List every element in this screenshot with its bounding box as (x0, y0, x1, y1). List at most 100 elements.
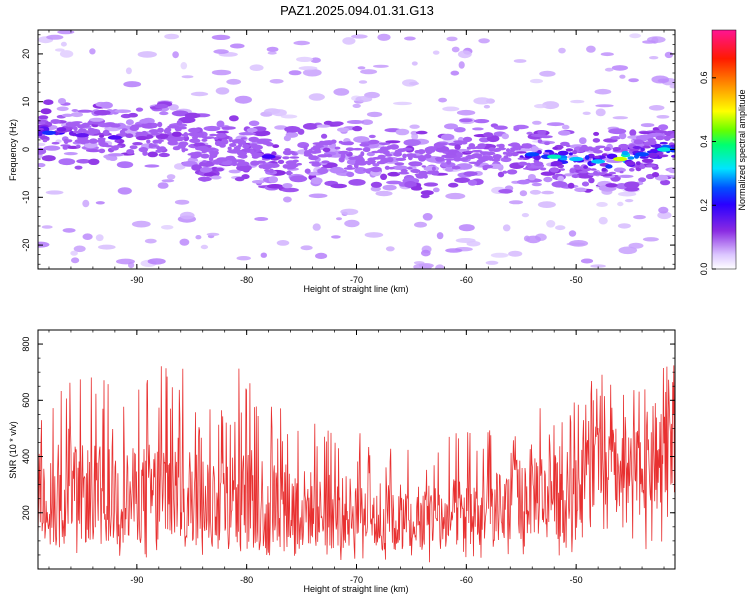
spectrogram-cell (516, 179, 531, 185)
spectrogram-cell (456, 154, 463, 158)
spectrogram-cell (376, 160, 387, 165)
spectrogram-cell (112, 145, 122, 148)
spectrogram-cell (237, 155, 246, 158)
spectrogram-peak (657, 147, 671, 152)
x-tick-label: -50 (570, 275, 583, 285)
spectrogram-cell (229, 143, 237, 147)
spectrogram-cell (412, 169, 421, 174)
spectrogram-cell (527, 174, 536, 181)
spectrogram-cell (446, 159, 452, 165)
spectrogram-cell (271, 109, 287, 117)
spectrogram-cell (598, 216, 608, 225)
spectrogram-cell (406, 167, 413, 170)
spectrogram-cell (177, 127, 182, 132)
spectrogram-cell (442, 106, 460, 112)
spectrogram-cell (342, 37, 356, 45)
spectrogram-cell (641, 158, 654, 163)
spectrogram-cell (579, 137, 587, 145)
spectrogram-cell (485, 260, 499, 265)
spectrogram-cell (490, 252, 509, 258)
spectrogram-cell (531, 146, 539, 153)
spectrogram-cell (395, 157, 407, 161)
spectrogram-cell (71, 109, 79, 112)
y-tick-label: 20 (21, 49, 31, 59)
spectrogram-cell (38, 142, 46, 147)
spectrogram-cell (473, 119, 490, 124)
spectrogram-cell (458, 61, 465, 69)
spectrogram-cell (202, 136, 213, 140)
spectrogram-cell (138, 147, 149, 153)
spectrogram-cell (354, 167, 367, 174)
spectrogram-cell (370, 166, 382, 173)
spectrogram-cell (393, 101, 412, 106)
spectrogram-cell (346, 171, 355, 178)
spectrogram-cell (74, 165, 83, 170)
spectrogram-cell (420, 190, 434, 196)
spectrogram-cell (617, 223, 631, 229)
spectrogram-cell (331, 235, 341, 239)
spectrogram-cell (191, 164, 203, 171)
spectrogram-cell (198, 176, 212, 182)
spectrogram-cell (258, 164, 265, 169)
spectrogram-cell (482, 165, 488, 171)
spectrogram-cell (336, 217, 342, 221)
spectrogram-cell (421, 165, 426, 168)
spectrogram-cell (400, 168, 408, 173)
spectrogram-cell (373, 64, 389, 68)
spectrogram-cell (334, 146, 341, 150)
spectrogram-cell (216, 157, 229, 162)
spectrogram-cell (187, 132, 198, 136)
spectrogram-cell (409, 124, 420, 129)
spectrogram-cell (393, 151, 402, 157)
spectrogram-cell (73, 245, 86, 253)
spectrogram-cell (510, 146, 519, 151)
spectrogram-cell (190, 154, 200, 159)
spectrogram-cell (640, 147, 645, 152)
spectrogram-cell (367, 157, 376, 162)
spectrogram-cell (382, 157, 387, 162)
spectrogram-cell (423, 153, 432, 159)
spectrogram-cell (227, 146, 232, 151)
spectrogram-cell (455, 141, 461, 144)
spectrogram-cell (154, 103, 169, 109)
spectrogram-cell (608, 171, 617, 175)
spectrogram-cell (229, 157, 237, 161)
spectrogram-cell (161, 179, 175, 183)
spectrogram-cell (604, 67, 614, 72)
spectrogram-cell (628, 78, 639, 83)
spectrogram-cell (172, 51, 179, 59)
spectrogram-cell (284, 148, 291, 152)
colorbar: 0.0 0.2 0.4 0.6 Normalized spectral amplitu… (699, 29, 747, 276)
spectrogram-cell (248, 120, 260, 127)
spectrogram-cell (385, 246, 395, 252)
spectrogram-cell (456, 109, 476, 116)
spectrogram-cell (280, 114, 298, 119)
colorbar-tick-label: 0.0 (699, 263, 709, 276)
spectrogram-cell (612, 147, 622, 151)
spectrogram-cell (507, 143, 520, 147)
spectrogram-cell (451, 165, 461, 170)
spectrogram-cell (89, 48, 96, 55)
spectrogram-cell (88, 138, 98, 144)
spectrogram-cell (595, 104, 614, 108)
spectrogram-cell (454, 144, 461, 150)
spectrogram-cell (515, 151, 527, 154)
colorbar-tick-label: 0.2 (699, 199, 709, 212)
spectrogram-cell (352, 103, 361, 108)
colorbar-label: Normalized spectral amplitude (737, 89, 747, 210)
spectrogram-cell (457, 50, 472, 59)
spectrogram-cell (664, 51, 674, 59)
spectrogram-cell (458, 224, 475, 232)
spectrogram-cell (468, 143, 476, 149)
spectrogram-cell (268, 176, 278, 184)
spectrogram-cell (671, 154, 675, 158)
spectrogram-cell (157, 138, 162, 144)
spectrogram-cell (360, 69, 378, 75)
spectrogram-cell (272, 144, 280, 149)
x-tick-label: -70 (350, 575, 363, 585)
spectrogram-cell (511, 152, 519, 157)
spectrogram-cell (315, 252, 328, 259)
spectrogram-cell (71, 121, 83, 124)
spectrogram-cell (166, 131, 172, 135)
